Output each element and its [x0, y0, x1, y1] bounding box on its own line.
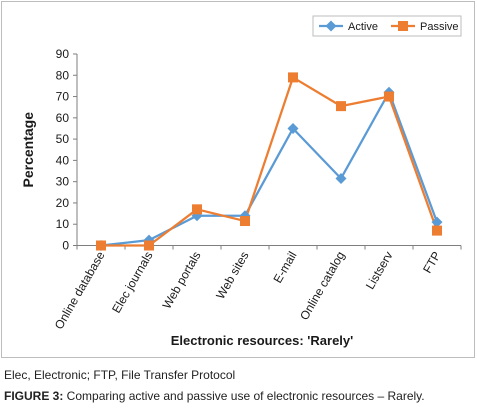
line-chart: 0 10 20 30 40 50 60 70 80 90 Online database Elec j…: [20, 15, 462, 348]
caption-label: FIGURE 3:: [4, 389, 64, 403]
x-tick-label: Listserv: [363, 249, 396, 292]
legend-label-passive: Passive: [420, 21, 459, 33]
figure-caption: FIGURE 3: Comparing active and passive u…: [4, 389, 425, 403]
x-tick-label: Elec journals: [109, 249, 155, 315]
y-tick-label: 50: [56, 132, 70, 146]
legend-label-active: Active: [348, 21, 378, 33]
point-passive: [336, 101, 346, 112]
series-line-active: [100, 91, 439, 247]
point-active: [335, 172, 347, 184]
point-passive: [96, 240, 106, 251]
y-tick-label: 0: [62, 239, 69, 253]
legend-box: [312, 15, 462, 37]
point-passive: [384, 91, 394, 102]
figure-note: Elec, Electronic; FTP, File Transfer Pro…: [4, 368, 236, 382]
point-passive: [240, 216, 250, 227]
x-axis-title: Electronic resources: 'Rarely': [171, 333, 354, 348]
y-tick-label: 30: [56, 175, 70, 189]
y-tick-label: 90: [56, 47, 70, 61]
legend-marker-passive: [398, 21, 408, 31]
point-passive: [192, 204, 202, 215]
y-tick-label: 10: [56, 217, 70, 231]
x-tick-label: Web sites: [213, 249, 251, 301]
x-tick-label: FTP: [420, 249, 443, 276]
x-tick-label: Web portals: [160, 249, 204, 311]
point-active: [287, 122, 299, 134]
y-tick-label: 80: [56, 68, 70, 82]
y-tick-label: 20: [56, 196, 70, 210]
point-active: [431, 216, 443, 228]
y-tick-label: 60: [56, 111, 70, 125]
x-tick-label: E-mail: [270, 249, 299, 285]
series-line-passive: [101, 76, 439, 247]
y-tick-label: 40: [56, 153, 70, 167]
y-axis-title: Percentage: [20, 112, 36, 188]
point-passive: [288, 72, 298, 83]
y-tick-label: 70: [56, 90, 70, 104]
point-passive: [432, 225, 442, 236]
chart-frame: [1, 1, 475, 358]
point-passive: [144, 240, 154, 251]
caption-text: Comparing active and passive use of elec…: [63, 389, 425, 403]
x-tick-label: Online database: [52, 249, 108, 332]
x-tick-label: Online catalog: [297, 249, 347, 322]
legend-marker-active: [325, 20, 337, 32]
